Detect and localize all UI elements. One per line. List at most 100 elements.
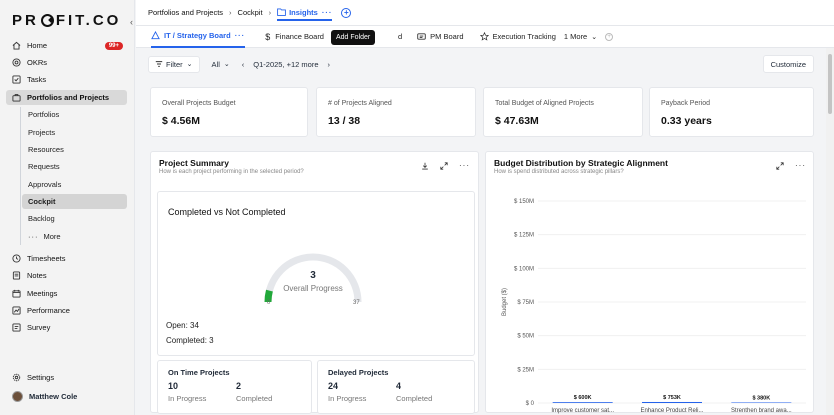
tab-execution-tracking[interactable]: Execution Tracking [479,26,556,48]
on-time-projects-card: On Time Projects 10 In Progress 2 Comple… [157,360,312,414]
sidebar-item-okrs[interactable]: OKRs [6,55,127,70]
board-tabs: IT / Strategy Board ··· $ Finance Board … [136,26,834,48]
breadcrumb-cockpit[interactable]: Cockpit [237,8,263,17]
sidebar-item-tasks[interactable]: Tasks [6,72,127,87]
sidebar-subitem-more[interactable]: ··· More [28,232,61,241]
y-axis-label: Budget ($) [502,288,508,316]
avatar [12,391,23,402]
survey-icon [12,323,21,332]
gauge-chart [264,253,362,303]
bar-data-label: $ 380K [752,395,770,401]
board-icon [417,33,426,40]
x-tick-label: Strenthen brand awa... [731,408,792,414]
bar-data-label: $ 600K [574,395,592,401]
sidebar-item-timesheets[interactable]: Timesheets [6,251,127,266]
breadcrumb-insights[interactable]: Insights ··· [277,7,333,21]
more-options-icon[interactable]: ··· [321,7,333,17]
profitco-logo[interactable]: PR FIT.CO [12,12,122,29]
y-tick-label: $ 100M [514,266,534,272]
bar [552,402,613,403]
sidebar-item-home[interactable]: Home 99+ [6,38,127,53]
filter-button[interactable]: Filter ⌄ [148,55,200,73]
tab-finance-board[interactable]: $ Finance Board [265,31,324,42]
sidebar-subitem-backlog[interactable]: Backlog [28,214,55,223]
folder-icon [277,8,286,16]
triangle-icon [151,31,160,40]
sidebar: PR FIT.CO ‹ Home 99+ OKRs Tasks Portfolio… [0,0,135,415]
more-dots-icon: ··· [28,232,39,241]
chevron-right-icon[interactable]: › [327,59,331,69]
bar-data-label: $ 753K [663,395,681,401]
delayed-projects-card: Delayed Projects 24 In Progress 4 Comple… [317,360,475,414]
y-tick-label: $ 0 [526,401,535,407]
stat-card-payback-period: Payback Period 0.33 years [649,87,814,137]
sidebar-subitem-approvals[interactable]: Approvals [28,180,62,189]
sidebar-item-notes[interactable]: Notes [6,268,127,283]
note-icon [12,271,21,280]
panel-actions: ··· [421,161,470,170]
progress-gauge: 3 Overall Progress 0 37 [253,232,373,312]
sidebar-item-survey[interactable]: Survey [6,320,127,335]
tab-more-dropdown[interactable]: 1 More ⌄ [563,32,598,41]
period-selector[interactable]: ‹ Q1-2025, +12 more › [241,59,331,69]
sidebar-subitem-projects[interactable]: Projects [28,128,56,137]
scope-select[interactable]: All ⌄ [211,59,230,69]
tab-options-icon[interactable]: ··· [234,31,246,40]
gauge-label: Overall Progress [283,284,343,293]
expand-icon[interactable] [776,161,784,170]
gauge-value: 3 [310,270,316,281]
y-tick-label: $ 150M [514,199,534,205]
briefcase-icon [12,93,21,102]
target-icon [12,58,21,67]
expand-icon[interactable] [440,161,448,170]
bar [642,401,702,403]
more-options-icon[interactable]: ··· [795,161,806,170]
breadcrumb-portfolios-projects[interactable]: Portfolios and Projects [148,8,224,17]
gauge-track [264,253,362,303]
stat-card-aligned-budget: Total Budget of Aligned Projects $ 47.63… [483,87,643,137]
chevron-down-icon: ⌄ [591,33,598,41]
download-icon[interactable] [421,161,429,170]
sidebar-item-portfolios-projects[interactable]: Portfolios and Projects [6,90,127,105]
chevron-left-icon[interactable]: ‹ [241,59,245,69]
panel-title: Budget Distribution by Strategic Alignme… [494,158,668,168]
sidebar-item-meetings[interactable]: Meetings [6,286,127,301]
submenu-divider [20,107,21,245]
stat-card-overall-budget: Overall Projects Budget $ 4.56M [150,87,308,137]
sidebar-subitem-requests[interactable]: Requests [28,162,60,171]
collapse-sidebar-icon[interactable]: ‹ [130,17,133,27]
add-folder-button[interactable]: + [341,7,352,18]
chevron-down-icon: ⌄ [223,61,230,68]
scrollbar-thumb[interactable] [828,54,832,114]
more-options-icon[interactable]: ··· [459,161,470,170]
completed-vs-not-completed-card: Completed vs Not Completed 3 Overall Pro… [157,191,475,356]
sidebar-item-settings[interactable]: Settings [6,370,127,385]
customize-button[interactable]: Customize [762,55,814,73]
x-tick-label: Improve customer sat... [551,408,614,414]
user-profile[interactable]: Matthew Cole [12,391,77,402]
gauge-max: 37 [353,300,360,306]
filter-bar: Filter ⌄ All ⌄ ‹ Q1-2025, +12 more › Cus… [136,48,826,80]
star-icon [479,32,489,41]
sidebar-item-performance[interactable]: Performance [6,303,127,318]
add-board-icon[interactable]: + [605,32,614,41]
home-icon [12,41,21,50]
y-tick-label: $ 50M [517,334,534,340]
filter-icon [155,61,163,67]
y-tick-label: $ 75M [517,300,534,306]
sidebar-subitem-portfolios[interactable]: Portfolios [28,110,60,119]
y-tick-label: $ 25M [517,367,534,373]
project-summary-panel: Project Summary How is each project perf… [150,151,479,414]
gauge-fill [264,289,273,303]
page-scrollbar[interactable] [826,48,834,415]
tab-hidden-by-tooltip[interactable]: d [397,32,403,41]
budget-bar-chart: $ 0 $ 25M $ 50M $ 75M $ 100M $ 125M $ 150M Budg… [502,199,806,414]
gauge-min: 0 [267,300,271,306]
sidebar-subitem-resources[interactable]: Resources [28,145,64,154]
budget-distribution-panel: Budget Distribution by Strategic Alignme… [485,151,814,414]
tab-pm-board[interactable]: PM Board [417,26,464,48]
tab-it-strategy-board[interactable]: IT / Strategy Board ··· [151,26,246,48]
breadcrumb-separator-icon: › [229,8,232,17]
panel-subtitle: How is spend distributed across strategi… [494,169,624,175]
sidebar-subitem-cockpit[interactable]: Cockpit [22,194,127,209]
